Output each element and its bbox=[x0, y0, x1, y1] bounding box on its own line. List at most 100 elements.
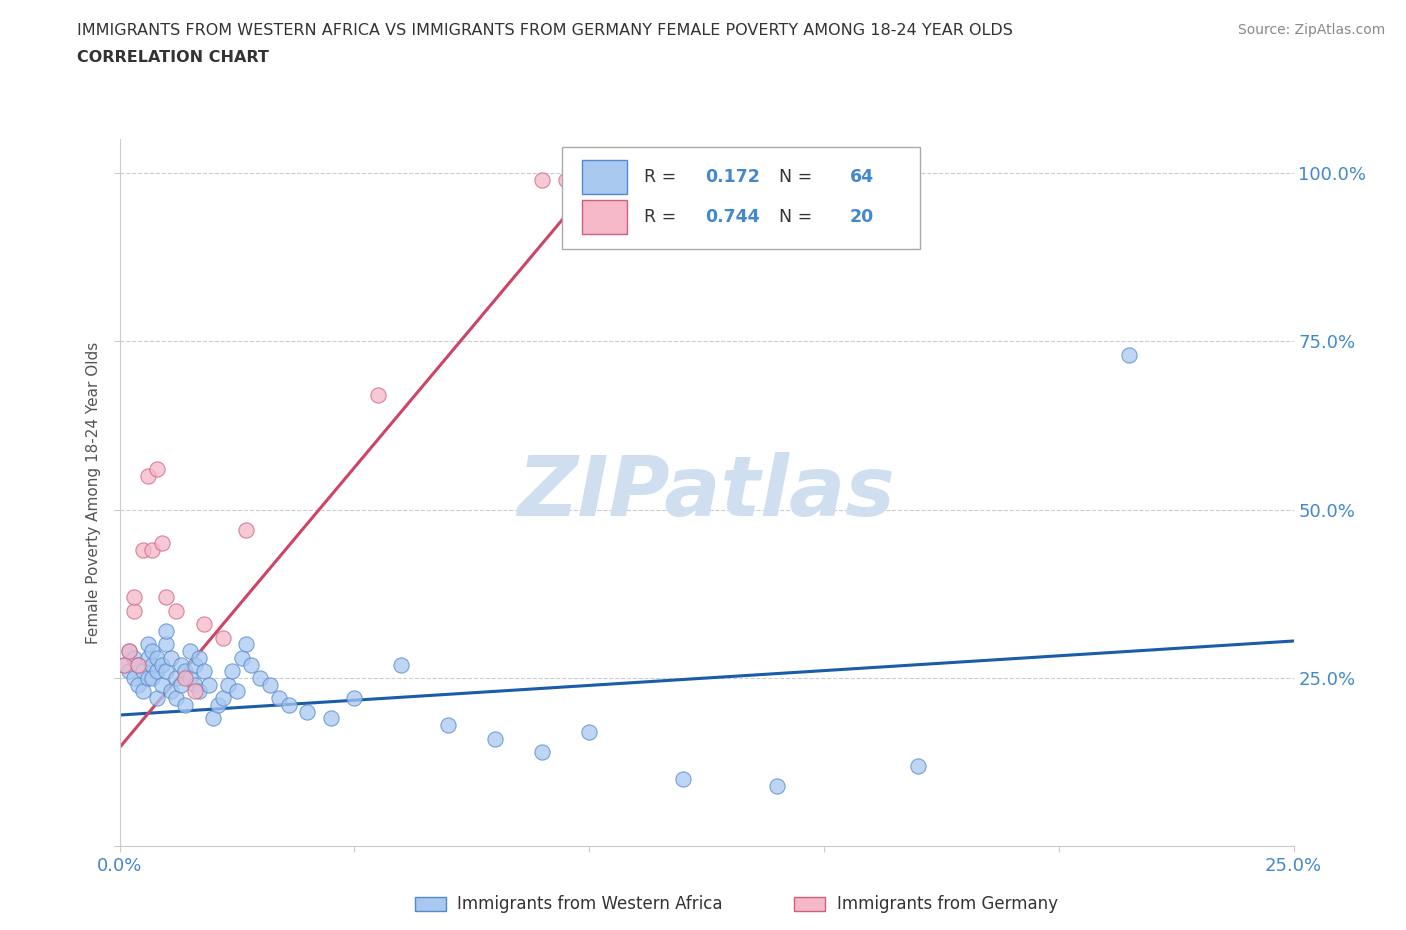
Point bbox=[169, 677, 191, 692]
Point bbox=[197, 677, 219, 692]
Point bbox=[183, 684, 205, 699]
Point bbox=[136, 637, 159, 652]
Point bbox=[389, 658, 412, 672]
Point bbox=[235, 637, 257, 652]
Text: ZIPatlas: ZIPatlas bbox=[517, 452, 896, 534]
Point bbox=[136, 469, 159, 484]
Point bbox=[127, 658, 149, 672]
Text: Source: ZipAtlas.com: Source: ZipAtlas.com bbox=[1237, 23, 1385, 37]
Point bbox=[179, 644, 201, 658]
FancyBboxPatch shape bbox=[562, 147, 920, 249]
Point bbox=[127, 677, 149, 692]
Text: N =: N = bbox=[768, 168, 817, 186]
Point bbox=[188, 650, 211, 665]
Point bbox=[217, 677, 239, 692]
Point bbox=[367, 388, 389, 403]
Text: 0.172: 0.172 bbox=[706, 168, 761, 186]
Point bbox=[165, 604, 187, 618]
Text: R =: R = bbox=[644, 208, 682, 226]
Point bbox=[122, 604, 145, 618]
Point bbox=[155, 590, 177, 604]
Text: Immigrants from Germany: Immigrants from Germany bbox=[837, 895, 1057, 913]
Point bbox=[259, 677, 281, 692]
Point bbox=[112, 658, 135, 672]
Point bbox=[277, 698, 299, 712]
Point bbox=[141, 658, 163, 672]
Text: 64: 64 bbox=[849, 168, 875, 186]
Point bbox=[188, 684, 211, 699]
Point bbox=[202, 711, 225, 725]
Point bbox=[155, 637, 177, 652]
Point bbox=[118, 644, 141, 658]
Text: N =: N = bbox=[768, 208, 817, 226]
Point bbox=[127, 658, 149, 672]
Point bbox=[136, 650, 159, 665]
Point bbox=[193, 664, 215, 679]
Text: R =: R = bbox=[644, 168, 682, 186]
Point bbox=[437, 718, 460, 733]
Point bbox=[146, 664, 169, 679]
Point bbox=[118, 644, 141, 658]
Point bbox=[179, 671, 201, 685]
Point bbox=[297, 704, 319, 719]
Point bbox=[249, 671, 271, 685]
Text: IMMIGRANTS FROM WESTERN AFRICA VS IMMIGRANTS FROM GERMANY FEMALE POVERTY AMONG 1: IMMIGRANTS FROM WESTERN AFRICA VS IMMIGR… bbox=[77, 23, 1014, 38]
Point bbox=[165, 671, 187, 685]
Point bbox=[343, 691, 366, 706]
FancyBboxPatch shape bbox=[582, 160, 627, 194]
Point bbox=[146, 691, 169, 706]
Point bbox=[907, 758, 929, 773]
Point bbox=[160, 684, 183, 699]
Text: CORRELATION CHART: CORRELATION CHART bbox=[77, 50, 269, 65]
Point bbox=[136, 671, 159, 685]
Point bbox=[122, 671, 145, 685]
Point bbox=[1118, 348, 1140, 363]
Point bbox=[141, 644, 163, 658]
Point bbox=[169, 658, 191, 672]
Text: Immigrants from Western Africa: Immigrants from Western Africa bbox=[457, 895, 723, 913]
Point bbox=[211, 631, 233, 645]
Point bbox=[319, 711, 342, 725]
Point bbox=[766, 778, 789, 793]
Point bbox=[193, 617, 215, 631]
Point bbox=[122, 650, 145, 665]
Point bbox=[150, 536, 173, 551]
Point bbox=[146, 462, 169, 477]
Point bbox=[211, 691, 233, 706]
Point bbox=[150, 677, 173, 692]
Point bbox=[132, 684, 155, 699]
Point bbox=[174, 671, 197, 685]
Point bbox=[183, 677, 205, 692]
Point bbox=[240, 658, 263, 672]
Point bbox=[531, 745, 554, 760]
Point bbox=[554, 172, 576, 187]
Point bbox=[174, 664, 197, 679]
Text: 20: 20 bbox=[849, 208, 875, 226]
Point bbox=[484, 731, 506, 746]
Point bbox=[150, 658, 173, 672]
Text: 0.744: 0.744 bbox=[706, 208, 761, 226]
Point bbox=[122, 590, 145, 604]
Point bbox=[183, 658, 205, 672]
Point bbox=[269, 691, 291, 706]
Point bbox=[672, 772, 695, 787]
Point bbox=[141, 671, 163, 685]
Point bbox=[221, 664, 243, 679]
Point bbox=[132, 543, 155, 558]
Point bbox=[531, 172, 554, 187]
Point bbox=[235, 523, 257, 538]
Point bbox=[207, 698, 229, 712]
Point bbox=[160, 650, 183, 665]
Point bbox=[155, 623, 177, 638]
Point bbox=[118, 664, 141, 679]
Point bbox=[112, 658, 135, 672]
Point bbox=[578, 724, 600, 739]
Y-axis label: Female Poverty Among 18-24 Year Olds: Female Poverty Among 18-24 Year Olds bbox=[86, 342, 101, 644]
Point bbox=[231, 650, 253, 665]
FancyBboxPatch shape bbox=[582, 200, 627, 234]
Point bbox=[225, 684, 249, 699]
Point bbox=[146, 650, 169, 665]
Point bbox=[132, 664, 155, 679]
Point bbox=[155, 664, 177, 679]
Point bbox=[174, 698, 197, 712]
